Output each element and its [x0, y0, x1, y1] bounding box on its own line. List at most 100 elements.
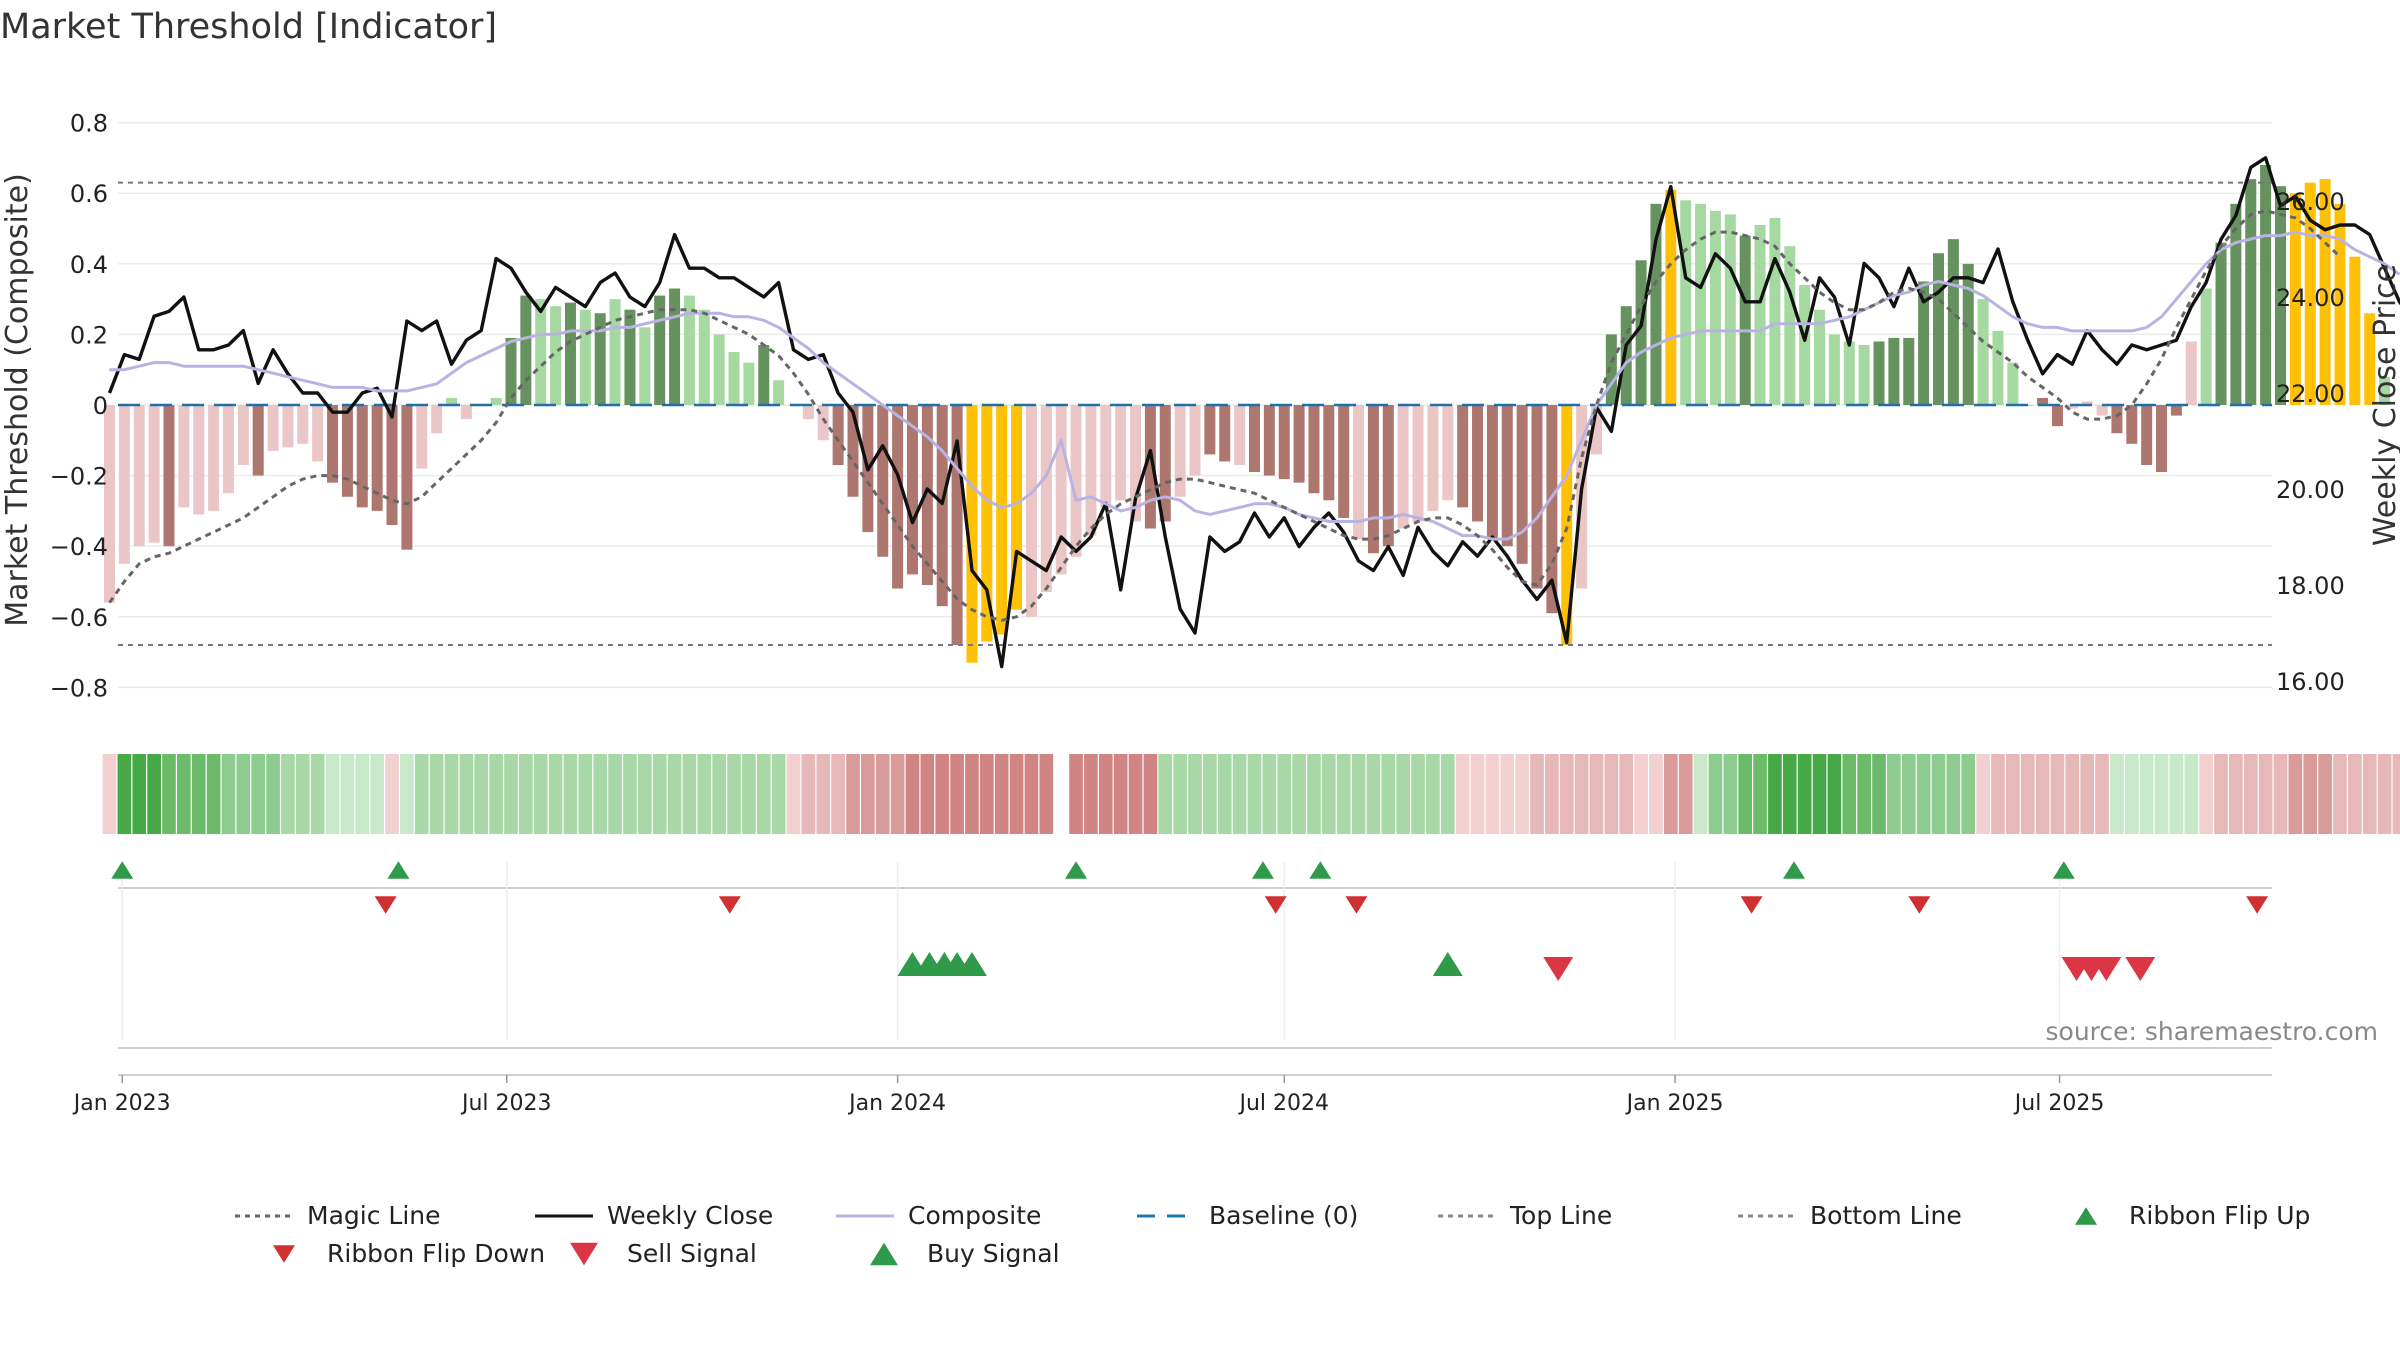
- ribbon-cell: [1738, 754, 1753, 834]
- composite-bar: [1353, 405, 1365, 540]
- ribbon-cell: [846, 754, 860, 834]
- ribbon-cell: [236, 754, 251, 834]
- ribbon-cell: [1470, 754, 1485, 834]
- ribbon-cell: [2348, 754, 2362, 834]
- composite-bar: [460, 405, 472, 420]
- composite-bar: [1814, 309, 1826, 405]
- ribbon-cell: [2095, 754, 2109, 834]
- composite-bar: [1680, 200, 1692, 405]
- ribbon-cell: [400, 754, 414, 834]
- composite-bar: [1130, 405, 1142, 522]
- composite-bar: [1115, 405, 1127, 501]
- ribbon-cell: [132, 754, 147, 834]
- ribbon-cell: [1292, 754, 1306, 834]
- composite-bar: [609, 299, 621, 405]
- composite-bar: [624, 309, 636, 405]
- composite-bar: [1486, 405, 1498, 540]
- ribbon-cell: [266, 754, 280, 834]
- composite-bar: [2349, 256, 2361, 405]
- composite-bar: [1055, 405, 1067, 575]
- ribbon-cell: [2303, 754, 2318, 834]
- ribbon-flip-up-marker: [1065, 861, 1088, 879]
- composite-bar: [1754, 225, 1766, 405]
- composite-bar: [1918, 281, 1930, 405]
- ribbon-cell: [191, 754, 206, 834]
- ribbon-cell: [1247, 754, 1262, 834]
- ribbon-cell: [1381, 754, 1396, 834]
- composite-bar: [1709, 210, 1721, 405]
- ribbon-cell: [2318, 754, 2332, 834]
- ribbon-cell: [2377, 754, 2392, 834]
- composite-bar: [371, 405, 383, 511]
- composite-bar: [758, 345, 770, 405]
- ribbon-cell: [1411, 754, 1425, 834]
- ribbon-cell: [519, 754, 533, 834]
- legend-label: Bottom Line: [1810, 1201, 1962, 1230]
- legend-label: Magic Line: [307, 1201, 441, 1230]
- legend-label: Baseline (0): [1209, 1201, 1358, 1230]
- composite-bar: [1561, 405, 1573, 645]
- composite-bar: [1888, 337, 1900, 405]
- ribbon-flip-up-marker: [1783, 861, 1806, 879]
- ribbon-cell: [1128, 754, 1143, 834]
- legend-item: Baseline (0): [1137, 1201, 1358, 1230]
- right-tick-label: 22.00: [2276, 380, 2345, 408]
- ribbon-cell: [1649, 754, 1663, 834]
- composite-bar: [1025, 405, 1037, 617]
- composite-bar: [1397, 405, 1409, 529]
- composite-bar: [1605, 334, 1617, 405]
- x-tick-label: Jan 2023: [72, 1091, 171, 1116]
- composite-bar: [1531, 405, 1543, 589]
- composite-bar: [2245, 179, 2257, 405]
- ribbon-cell: [1901, 754, 1916, 834]
- composite-bar: [1828, 334, 1840, 405]
- ribbon-cell: [2035, 754, 2050, 834]
- ribbon-cell: [1307, 754, 1321, 834]
- composite-bar: [2081, 401, 2093, 405]
- ribbon-cell: [533, 754, 548, 834]
- ribbon-cell: [1961, 754, 1976, 834]
- composite-bar: [1159, 405, 1171, 522]
- ribbon-cell: [771, 754, 786, 834]
- ribbon-cell: [385, 754, 399, 834]
- composite-bar: [1308, 405, 1320, 494]
- ribbon-cell: [1842, 754, 1857, 834]
- composite-bar: [1293, 405, 1305, 483]
- right-tick-label: 26.00: [2276, 188, 2345, 216]
- composite-bar: [1219, 405, 1231, 462]
- ribbon-cell: [2110, 754, 2124, 834]
- ribbon-cell: [206, 754, 221, 834]
- ribbon-cell: [2214, 754, 2228, 834]
- ribbon-cell: [697, 754, 712, 834]
- composite-bar: [802, 405, 814, 420]
- ribbon-cell: [162, 754, 176, 834]
- ribbon-cell: [2333, 754, 2347, 834]
- composite-bars: [104, 165, 2391, 663]
- composite-bar: [1858, 345, 1870, 405]
- left-tick-label: −0.4: [50, 533, 108, 561]
- legend-item: Composite: [836, 1201, 1041, 1230]
- composite-bar: [2096, 405, 2108, 416]
- ribbon-cell: [652, 754, 667, 834]
- ribbon-cell: [2184, 754, 2199, 834]
- ribbon-cell: [1931, 754, 1946, 834]
- ribbon-cell: [1500, 754, 1515, 834]
- ribbon-cell: [1143, 754, 1158, 834]
- legend-label: Ribbon Flip Down: [327, 1239, 545, 1268]
- legend-label: Ribbon Flip Up: [2129, 1201, 2310, 1230]
- ribbon-cell: [2050, 754, 2065, 834]
- buy-signal-marker: [1432, 952, 1463, 976]
- ribbon-cell: [2199, 754, 2213, 834]
- ribbon-cell: [563, 754, 578, 834]
- ribbon-flip-up-marker: [1251, 861, 1274, 879]
- x-tick-label: Jul 2025: [2013, 1091, 2105, 1116]
- composite-bar: [520, 295, 532, 405]
- composite-bar: [2141, 405, 2153, 465]
- legend-item: Ribbon Flip Down: [273, 1239, 545, 1268]
- ribbon-cell: [1336, 754, 1351, 834]
- legend-swatch: [570, 1242, 598, 1266]
- ribbon-cell: [920, 754, 935, 834]
- ribbon-cell: [2006, 754, 2020, 834]
- x-tick-label: Jul 2024: [1237, 1091, 1329, 1116]
- left-tick-label: 0: [93, 392, 108, 420]
